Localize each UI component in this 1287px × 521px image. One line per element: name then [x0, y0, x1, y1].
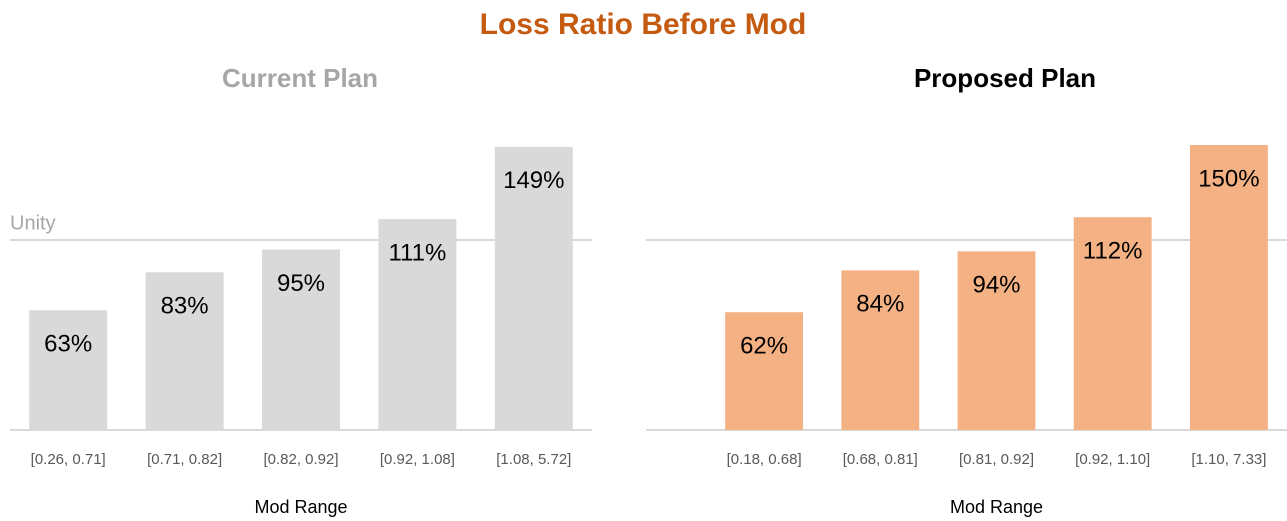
value-label: 62% — [740, 333, 788, 360]
x-tick-label: [1.08, 5.72] — [496, 451, 571, 468]
bar — [841, 270, 920, 430]
value-label: 150% — [1198, 165, 1259, 192]
x-tick-label: [0.82, 0.92] — [263, 451, 338, 468]
x-axis-label: Mod Range — [254, 497, 347, 517]
x-axis-label: Mod Range — [950, 497, 1043, 517]
x-tick-label: [1.10, 7.33] — [1191, 451, 1266, 468]
value-label: 112% — [1083, 238, 1143, 265]
value-label: 94% — [972, 272, 1020, 299]
x-tick-label: [0.68, 0.81] — [843, 451, 918, 468]
bar — [1073, 217, 1152, 430]
bar — [1189, 145, 1268, 430]
x-tick-label: [0.26, 0.71] — [31, 451, 106, 468]
value-label: 149% — [503, 167, 564, 194]
value-label: 63% — [44, 331, 92, 358]
x-tick-label: [0.71, 0.82] — [147, 451, 222, 468]
bar — [725, 312, 804, 430]
subtitle: Current Plan — [222, 63, 378, 93]
x-tick-label: [0.81, 0.92] — [959, 451, 1034, 468]
value-label: 84% — [856, 291, 904, 318]
value-label: 111% — [388, 239, 446, 266]
reference-label: Unity — [10, 212, 56, 234]
value-label: 95% — [277, 270, 325, 297]
bar — [145, 272, 224, 430]
subtitle: Proposed Plan — [914, 63, 1096, 93]
chart-title: Loss Ratio Before Mod — [480, 8, 807, 41]
bar — [378, 219, 457, 430]
x-tick-label: [0.18, 0.68] — [727, 451, 802, 468]
bar — [29, 310, 108, 430]
bar — [262, 249, 340, 430]
value-label: 83% — [161, 293, 209, 320]
x-tick-label: [0.92, 1.10] — [1075, 451, 1150, 468]
x-tick-label: [0.92, 1.08] — [380, 451, 455, 468]
bar — [494, 146, 573, 430]
bar — [957, 251, 1036, 430]
